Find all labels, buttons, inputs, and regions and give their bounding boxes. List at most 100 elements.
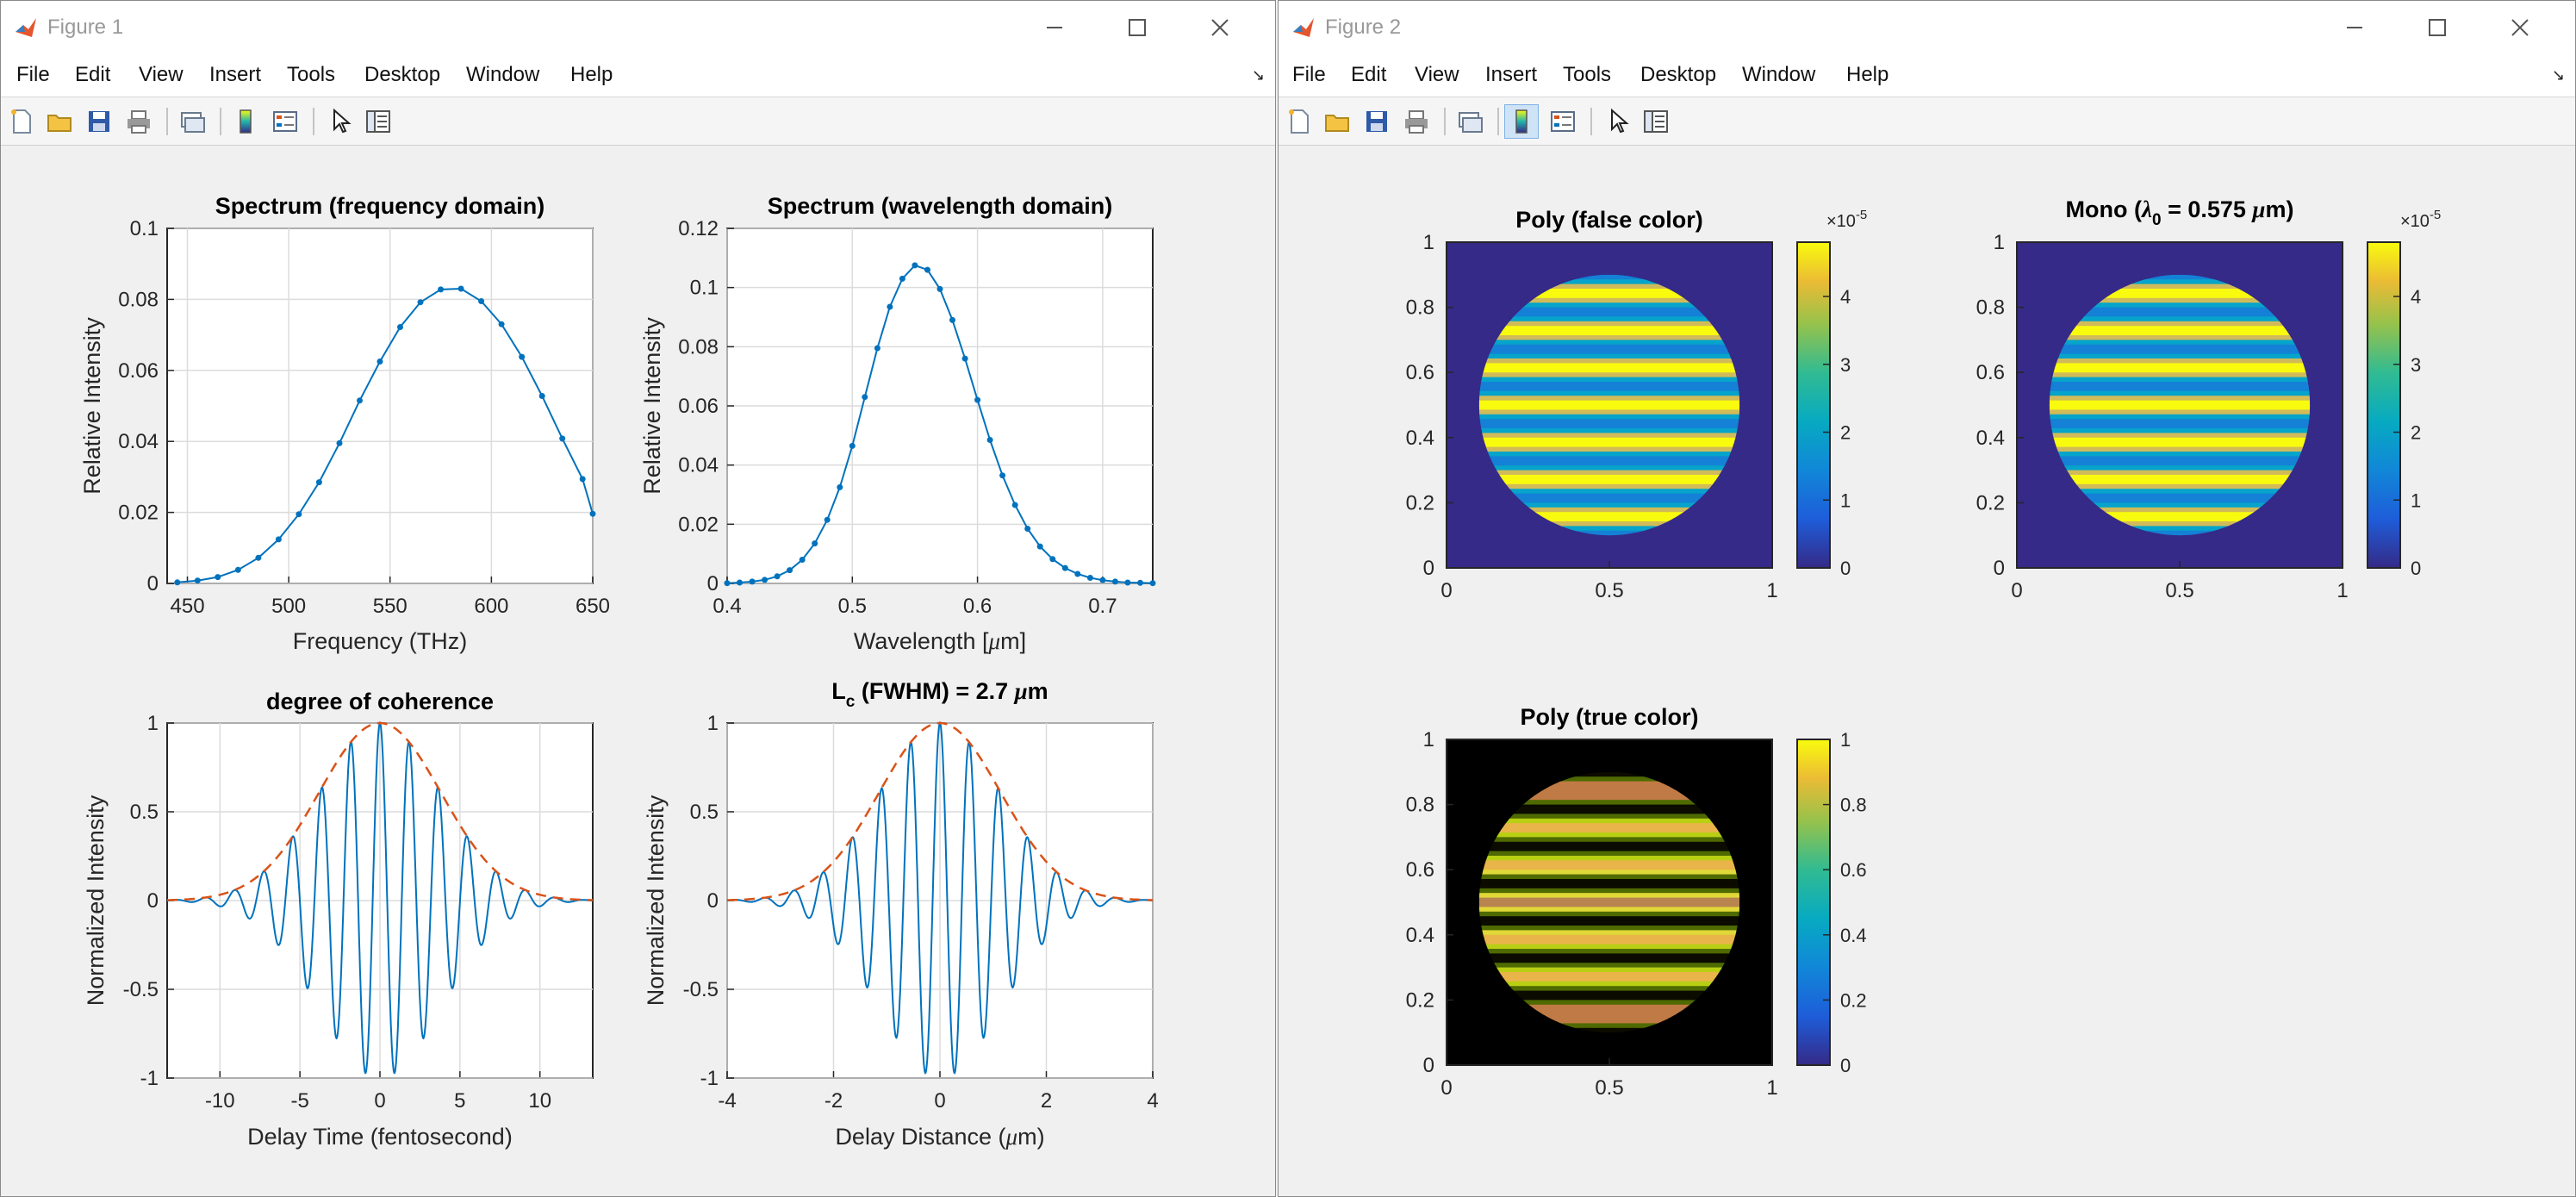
data-point <box>498 321 505 327</box>
fringe-band <box>2049 284 2311 290</box>
data-point <box>336 440 343 446</box>
fringe-band <box>1478 530 1740 536</box>
insert-colorbar-button[interactable] <box>228 104 263 139</box>
insert-legend-button[interactable] <box>268 104 302 139</box>
y-tick-label: 0.8 <box>1976 296 2005 320</box>
fringe-band <box>1478 289 1740 295</box>
fringe-band <box>2049 396 2311 402</box>
subplot-frequency-spectrum[interactable]: 450 500 550 600 650 0 0.02 0.04 0.06 0.08 0.1 Spec… <box>79 193 610 654</box>
fringe-band <box>1478 367 1740 374</box>
image-poly-true-color[interactable]: 0 0.5 100.20.40.60.81 Poly (true color) 00… <box>1406 704 1867 1100</box>
colorbar[interactable] <box>1796 241 1831 569</box>
edit-plot-button[interactable] <box>1601 104 1635 139</box>
menu-view[interactable]: View <box>139 63 184 86</box>
print-button[interactable] <box>121 104 156 139</box>
menu-desktop[interactable]: Desktop <box>364 63 441 86</box>
close-button[interactable] <box>2494 8 2546 47</box>
minimize-button[interactable] <box>2329 8 2380 47</box>
fringe-band <box>2049 353 2311 359</box>
fringe-band <box>1478 358 1740 365</box>
menu-help[interactable]: Help <box>1846 63 1889 86</box>
title-bar[interactable]: Figure 2 <box>1279 1 2575 54</box>
minimize-button[interactable] <box>1029 8 1080 47</box>
link-plot-button[interactable] <box>175 104 209 139</box>
open-file-button[interactable] <box>1320 104 1354 139</box>
fringe-band <box>1478 344 1740 351</box>
menu-tools[interactable]: Tools <box>287 63 336 86</box>
insert-colorbar-button[interactable] <box>1504 104 1539 139</box>
menu-file[interactable]: File <box>1292 63 1326 86</box>
close-button[interactable] <box>1194 8 1246 47</box>
menu-insert[interactable]: Insert <box>1485 63 1538 86</box>
new-figure-button[interactable] <box>1282 104 1316 139</box>
fringe-band <box>1478 460 1740 467</box>
x-axis-label: Delay Time (fentosecond) <box>247 1124 513 1150</box>
menu-edit[interactable]: Edit <box>1351 63 1387 86</box>
fringe-band <box>1478 279 1740 285</box>
colorbar[interactable] <box>1796 739 1831 1066</box>
fringe-band <box>1478 897 1740 903</box>
print-button[interactable] <box>1399 104 1434 139</box>
maximize-button[interactable] <box>1111 8 1163 47</box>
colorbar-tick-label: 4 <box>2411 286 2421 308</box>
colorbar-tick-label: 0.2 <box>1840 989 1867 1011</box>
fringe-band <box>1478 409 1740 415</box>
subplot-degree-of-coherence[interactable]: -10 -5 0 5 10 -1 -0.5 0 0.5 1 degree of coherence… <box>83 689 594 1150</box>
menu-insert[interactable]: Insert <box>209 63 262 86</box>
menu-edit[interactable]: Edit <box>75 63 111 86</box>
menu-desktop[interactable]: Desktop <box>1640 63 1717 86</box>
property-inspector-button[interactable] <box>361 104 395 139</box>
data-point <box>589 510 596 517</box>
colorbar-tick-label: 1 <box>1840 489 1851 511</box>
property-inspector-button[interactable] <box>1639 104 1673 139</box>
insert-legend-icon <box>1551 111 1575 132</box>
fringe-band <box>1478 405 1740 411</box>
link-plot-button[interactable] <box>1453 104 1487 139</box>
title-bar[interactable]: Figure 1 <box>1 1 1275 54</box>
data-point <box>357 397 363 404</box>
x-tick-label: 2 <box>1041 1089 1052 1113</box>
data-point <box>1099 577 1106 583</box>
data-series <box>726 720 1154 1075</box>
y-tick-label: -1 <box>140 1067 159 1090</box>
x-tick-label: 1 <box>1766 579 1777 602</box>
data-point <box>579 476 586 483</box>
fringe-band <box>1478 949 1740 955</box>
minimize-icon <box>2347 27 2362 28</box>
subplot-wavelength-spectrum[interactable]: 0.4 0.5 0.6 0.7 0 0.02 0.04 0.06 0.08 0.1 0.12 Spe… <box>639 193 1156 654</box>
fringe-band <box>2049 330 2311 336</box>
fringe-band <box>2049 446 2311 452</box>
fringe-band <box>2049 409 2311 415</box>
y-tick-label: 1 <box>1423 231 1434 254</box>
dock-arrow-icon[interactable]: ↘ <box>1251 66 1265 84</box>
menu-tools[interactable]: Tools <box>1563 63 1612 86</box>
menu-window[interactable]: Window <box>466 63 540 86</box>
tick-labels: 0 0.5 1 0 0.2 0.4 0.6 0.8 1 <box>1976 231 2349 602</box>
image-mono[interactable]: 0 0.5 1 0 0.2 0.4 0.6 0.8 1 Mono (λ0 = 0.575 μm)… <box>1976 196 2442 602</box>
insert-legend-button[interactable] <box>1546 104 1580 139</box>
data-point <box>762 577 768 583</box>
menu-window[interactable]: Window <box>1742 63 1816 86</box>
y-tick-label: 0 <box>707 889 719 913</box>
menu-file[interactable]: File <box>16 63 50 86</box>
open-file-button[interactable] <box>42 104 77 139</box>
fringe-band <box>2049 423 2311 429</box>
dock-arrow-icon[interactable]: ↘ <box>2551 66 2565 84</box>
maximize-button[interactable] <box>2411 8 2463 47</box>
save-button[interactable] <box>82 104 116 139</box>
data-point <box>1074 570 1081 577</box>
subplot-coherence-length[interactable]: -4 -2 0 2 4 -1 -0.5 0 0.5 1 Lc (FWHM) = 2.7 μm De… <box>643 678 1159 1150</box>
fringe-band <box>1478 479 1740 485</box>
menu-help[interactable]: Help <box>570 63 613 86</box>
colorbar[interactable] <box>2367 241 2401 569</box>
new-figure-button[interactable] <box>4 104 39 139</box>
menu-view[interactable]: View <box>1415 63 1459 86</box>
image-poly-false-color[interactable]: 0 0.5 1 0 0.2 0.4 0.6 0.8 1 Poly (false color) 0… <box>1406 207 1868 602</box>
colorbar-tick-label: 0 <box>1840 1055 1851 1076</box>
x-tick-label: 1 <box>2336 579 2348 602</box>
data-point <box>1111 578 1118 585</box>
save-button[interactable] <box>1360 104 1394 139</box>
fringe-band <box>1478 920 1740 926</box>
edit-plot-button[interactable] <box>323 104 358 139</box>
fringe-band <box>2049 297 2311 304</box>
